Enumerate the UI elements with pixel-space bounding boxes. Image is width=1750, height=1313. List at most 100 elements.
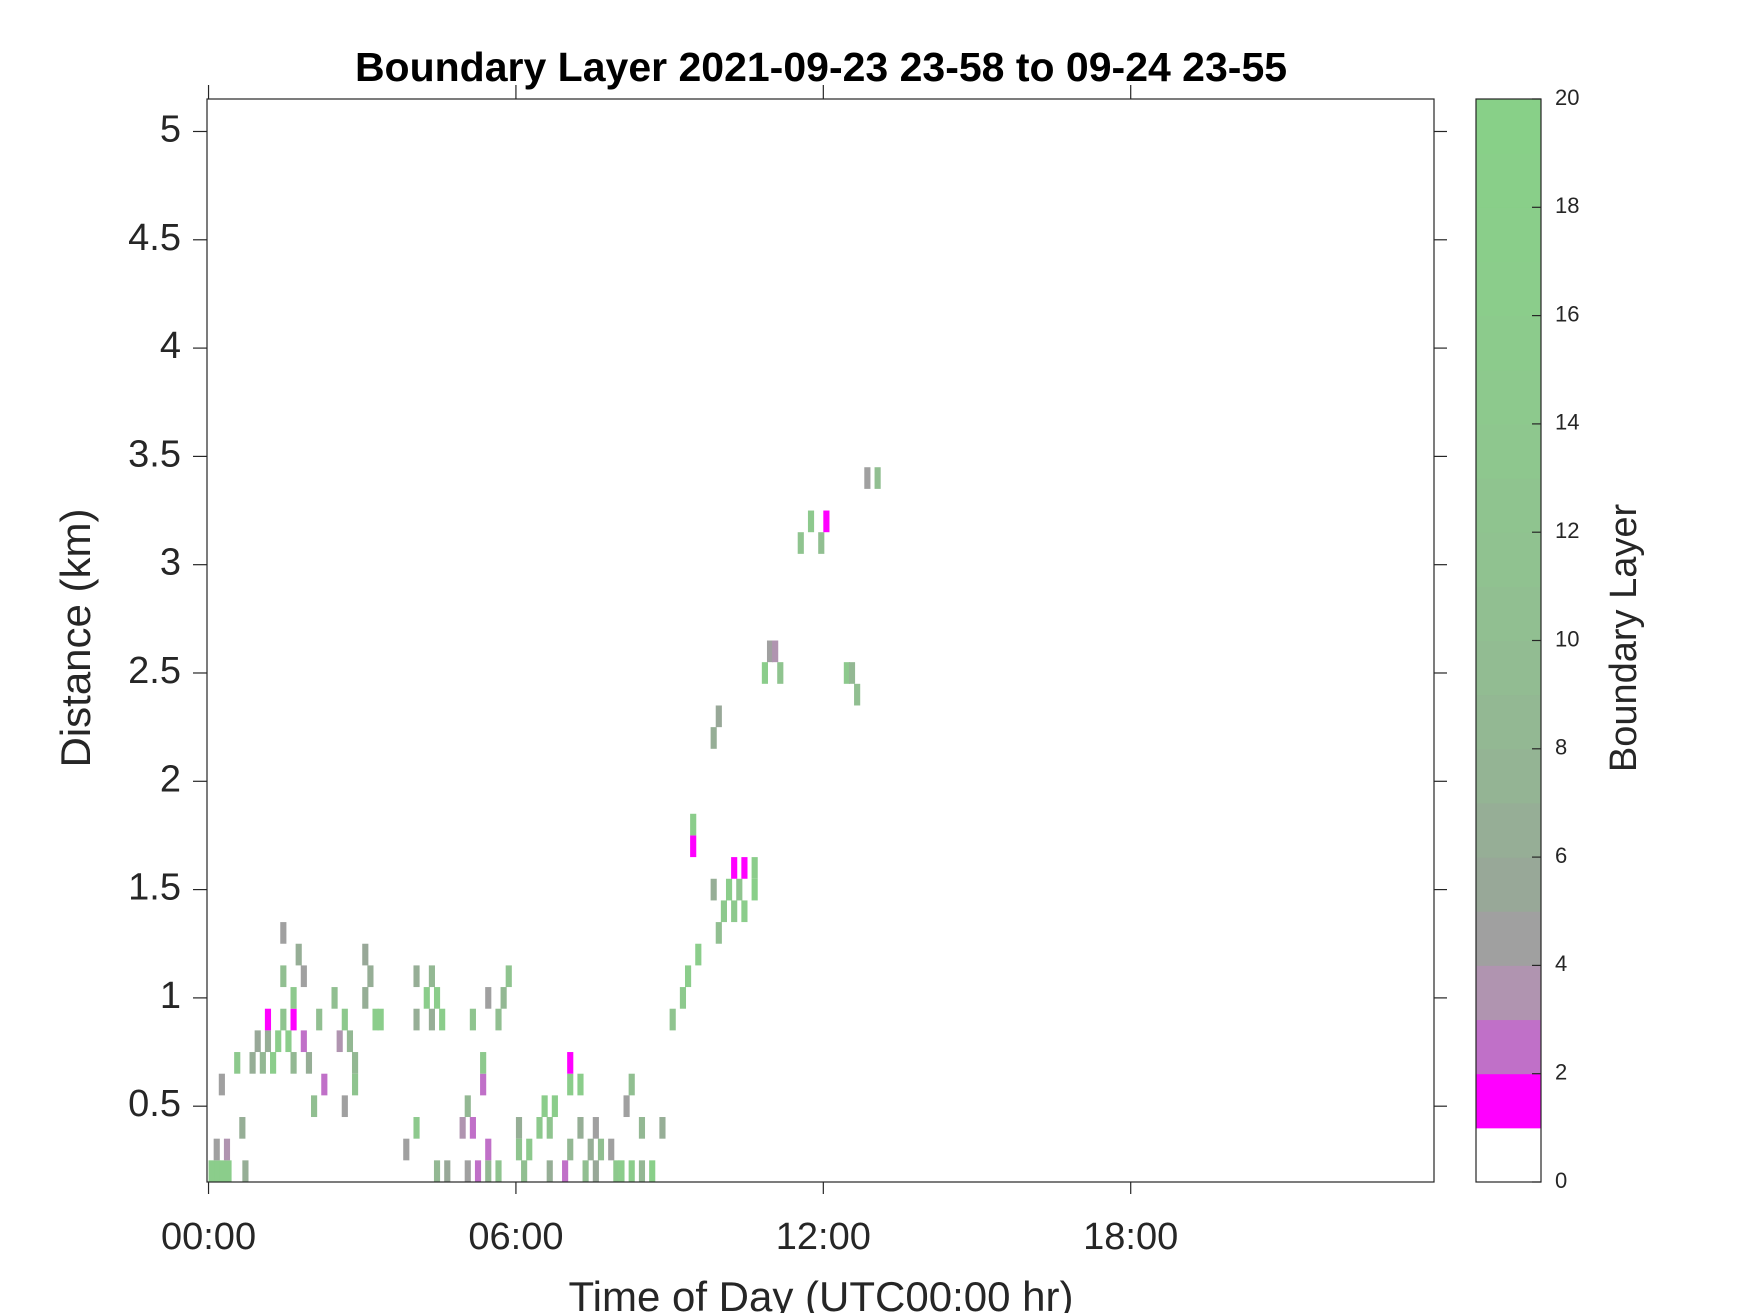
heatmap-cell: [715, 705, 722, 728]
heatmap-cell: [321, 1073, 328, 1096]
heatmap-cell: [777, 662, 784, 684]
colorbar-segment: [1476, 478, 1541, 533]
heatmap-cell: [766, 640, 774, 663]
heatmap-cell: [541, 1095, 548, 1118]
heatmap-cell: [874, 467, 881, 489]
heatmap-cell: [234, 1052, 241, 1074]
heatmap-cell: [485, 1138, 492, 1161]
colorbar-tick-label: 16: [1555, 301, 1579, 326]
heatmap-cell: [290, 1008, 297, 1031]
heatmap-cell: [546, 1117, 553, 1139]
heatmap-cell: [628, 1160, 635, 1182]
heatmap-cell: [500, 987, 507, 1009]
heatmap-cell: [377, 1008, 384, 1031]
heatmap-cell: [433, 987, 441, 1009]
y-tick-label: 3.5: [128, 433, 181, 475]
heatmap-cell: [275, 1030, 282, 1053]
colorbar-segment: [1476, 965, 1541, 1021]
heatmap-cell: [295, 943, 302, 966]
heatmap-cell: [618, 1160, 625, 1182]
heatmap-cell: [495, 1160, 502, 1182]
heatmap-cell: [731, 857, 738, 879]
colorbar-segment: [1476, 99, 1541, 154]
heatmap-cell: [741, 857, 748, 879]
heatmap-cell: [300, 1030, 307, 1053]
heatmap-cell: [242, 1160, 249, 1182]
heatmap-cell: [362, 987, 369, 1009]
x-tick-label: 12:00: [776, 1216, 871, 1258]
heatmap-cell: [592, 1117, 599, 1139]
heatmap-cell: [577, 1073, 584, 1096]
heatmap-cell: [710, 878, 717, 901]
heatmap-cell: [725, 878, 733, 901]
colorbar-label: Boundary Layer: [1603, 504, 1645, 773]
colorbar-tick-label: 8: [1555, 735, 1567, 760]
heatmap-cell: [225, 1160, 232, 1182]
colorbar-segment: [1476, 1127, 1541, 1183]
heatmap-cell: [613, 1160, 620, 1182]
heatmap-cell: [439, 1008, 446, 1031]
heatmap-cell: [551, 1095, 558, 1118]
heatmap-cell: [592, 1160, 599, 1182]
heatmap-cell: [505, 965, 512, 988]
colorbar-tick-label: 12: [1555, 518, 1579, 543]
y-tick-label: 0.5: [128, 1083, 181, 1125]
heatmap-cell: [690, 813, 697, 836]
heatmap-cell: [567, 1073, 574, 1096]
heatmap-cell: [469, 1117, 476, 1139]
x-tick-label: 06:00: [468, 1216, 563, 1258]
colorbar-segment: [1476, 315, 1541, 371]
colorbar-tick-label: 20: [1555, 85, 1579, 110]
colorbar-tick-label: 6: [1555, 843, 1567, 868]
heatmap-cell: [285, 1030, 292, 1053]
heatmap-cell: [403, 1138, 410, 1161]
heatmap-cell: [290, 1052, 297, 1074]
heatmap-cell: [331, 987, 338, 1009]
colorbar-segment: [1476, 423, 1541, 479]
heatmap-cell: [577, 1117, 584, 1139]
heatmap-cell: [367, 965, 374, 988]
colorbar-segment: [1476, 586, 1541, 641]
heatmap-cell: [690, 835, 697, 858]
heatmap-cell: [797, 532, 804, 554]
heatmap-cell: [444, 1160, 451, 1182]
heatmap-cell: [710, 727, 717, 749]
heatmap-cell: [567, 1138, 574, 1161]
heatmap-cell: [823, 510, 830, 533]
plot-frame: [206, 98, 1435, 1183]
heatmap-cell: [864, 467, 871, 489]
heatmap-cell: [316, 1008, 323, 1031]
colorbar-segment: [1476, 911, 1541, 966]
heatmap-cell: [562, 1160, 569, 1182]
colorbar-segment: [1476, 748, 1541, 804]
heatmap-cell: [649, 1160, 656, 1182]
heatmap-cell: [751, 878, 758, 901]
heatmap-cell: [772, 640, 779, 663]
y-tick-label: 4: [160, 325, 181, 367]
heatmap-cell: [300, 965, 307, 988]
heatmap-cell: [567, 1052, 574, 1074]
heatmap-cell: [807, 510, 815, 533]
colorbar-segment: [1476, 207, 1541, 262]
colorbar-tick-label: 0: [1555, 1168, 1567, 1193]
heatmap-cell: [290, 987, 297, 1009]
heatmap-cell: [469, 1008, 476, 1031]
heatmap-cell: [459, 1117, 466, 1139]
heatmap-cell: [464, 1095, 471, 1118]
heatmap-cell: [223, 1138, 231, 1161]
heatmap-cell: [413, 1117, 420, 1139]
x-tick-label: 18:00: [1083, 1216, 1178, 1258]
colorbar-segment: [1476, 694, 1541, 750]
colorbar-tick-label: 10: [1555, 626, 1579, 651]
heatmap-cell: [495, 1008, 502, 1031]
heatmap-cell: [480, 1052, 487, 1074]
heatmap-cell: [346, 1030, 354, 1053]
heatmap-cell: [741, 900, 748, 923]
colorbar-segment: [1476, 153, 1541, 208]
colorbar-tick-label: 14: [1555, 410, 1579, 435]
heatmap-cell: [608, 1138, 615, 1161]
colorbar-segment: [1476, 640, 1541, 696]
y-tick-label: 4.5: [128, 217, 181, 259]
heatmap-cell: [219, 1160, 226, 1182]
heatmap-cell: [305, 1052, 313, 1074]
